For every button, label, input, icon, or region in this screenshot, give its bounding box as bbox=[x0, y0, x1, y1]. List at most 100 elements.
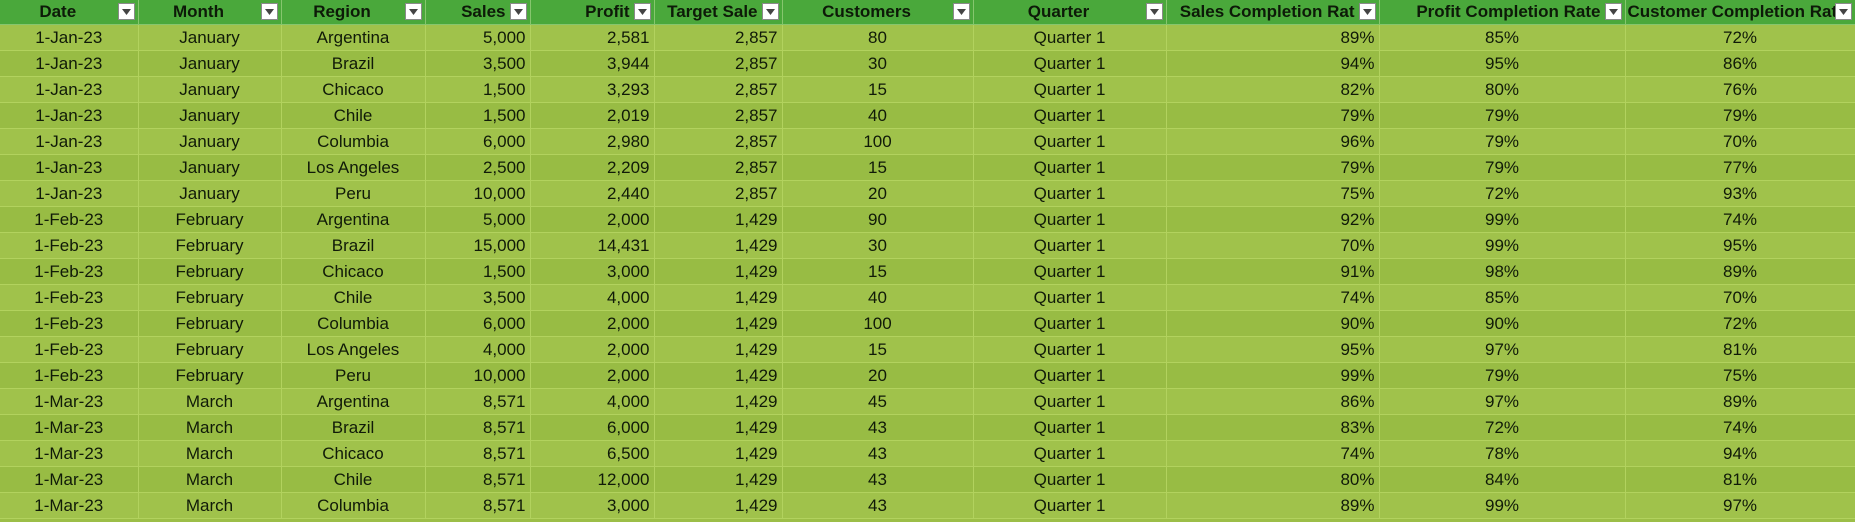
cell-date[interactable]: 1-Feb-23 bbox=[0, 284, 139, 311]
filter-dropdown-button[interactable] bbox=[952, 3, 970, 20]
cell-pcr[interactable]: 79% bbox=[1379, 128, 1626, 155]
cell-month[interactable]: February bbox=[138, 310, 282, 337]
filter-dropdown-button[interactable] bbox=[1834, 3, 1852, 20]
filter-dropdown-button[interactable] bbox=[509, 3, 527, 20]
cell-sales[interactable]: 2,500 bbox=[425, 154, 531, 181]
cell-month[interactable]: January bbox=[138, 24, 282, 51]
cell-region[interactable]: Los Angeles bbox=[281, 336, 426, 363]
cell-target[interactable]: 2,857 bbox=[654, 50, 783, 77]
cell-date[interactable]: 1-Jan-23 bbox=[0, 76, 139, 103]
column-header-target[interactable]: Target Sale bbox=[654, 0, 783, 25]
cell-ccr[interactable]: 74% bbox=[1625, 206, 1855, 233]
cell-ccr[interactable]: 81% bbox=[1625, 336, 1855, 363]
filter-dropdown-button[interactable] bbox=[1604, 3, 1622, 20]
cell-region[interactable]: Argentina bbox=[281, 388, 426, 415]
cell-quarter[interactable]: Quarter 1 bbox=[973, 102, 1167, 129]
cell-ccr[interactable]: 70% bbox=[1625, 284, 1855, 311]
cell-date[interactable]: 1-Mar-23 bbox=[0, 440, 139, 467]
cell-scr[interactable]: 99% bbox=[1166, 362, 1380, 389]
cell-target[interactable]: 1,429 bbox=[654, 466, 783, 493]
cell-date[interactable]: 1-Mar-23 bbox=[0, 388, 139, 415]
cell-date[interactable]: 1-Feb-23 bbox=[0, 206, 139, 233]
cell-month[interactable]: March bbox=[138, 440, 282, 467]
cell-sales[interactable]: 10,000 bbox=[425, 362, 531, 389]
filter-dropdown-button[interactable] bbox=[761, 3, 779, 20]
cell-customers[interactable]: 15 bbox=[782, 336, 974, 363]
cell-month[interactable]: February bbox=[138, 362, 282, 389]
cell-customers[interactable]: 30 bbox=[782, 232, 974, 259]
column-header-scr[interactable]: Sales Completion Rat bbox=[1166, 0, 1380, 25]
cell-customers[interactable]: 43 bbox=[782, 440, 974, 467]
cell-date[interactable]: 1-Jan-23 bbox=[0, 50, 139, 77]
cell-target[interactable]: 1,429 bbox=[654, 310, 783, 337]
cell-region[interactable]: Brazil bbox=[281, 50, 426, 77]
cell-target[interactable]: 2,857 bbox=[654, 180, 783, 207]
cell-ccr[interactable]: 72% bbox=[1625, 310, 1855, 337]
cell-pcr[interactable]: 98% bbox=[1379, 258, 1626, 285]
cell-ccr[interactable]: 89% bbox=[1625, 258, 1855, 285]
cell-target[interactable]: 1,429 bbox=[654, 206, 783, 233]
cell-target[interactable]: 2,857 bbox=[654, 24, 783, 51]
cell-pcr[interactable]: 72% bbox=[1379, 414, 1626, 441]
cell-quarter[interactable]: Quarter 1 bbox=[973, 440, 1167, 467]
cell-pcr[interactable]: 90% bbox=[1379, 310, 1626, 337]
cell-profit[interactable]: 2,980 bbox=[530, 128, 655, 155]
filter-dropdown-button[interactable] bbox=[404, 3, 422, 20]
cell-target[interactable]: 1,429 bbox=[654, 440, 783, 467]
cell-customers[interactable]: 15 bbox=[782, 154, 974, 181]
cell-pcr[interactable]: 78% bbox=[1379, 440, 1626, 467]
cell-target[interactable]: 1,429 bbox=[654, 284, 783, 311]
cell-target[interactable]: 2,857 bbox=[654, 102, 783, 129]
cell-profit[interactable]: 6,500 bbox=[530, 440, 655, 467]
cell-pcr[interactable]: 99% bbox=[1379, 232, 1626, 259]
cell-date[interactable]: 1-Feb-23 bbox=[0, 258, 139, 285]
cell-month[interactable]: January bbox=[138, 50, 282, 77]
cell-pcr[interactable]: 99% bbox=[1379, 206, 1626, 233]
cell-ccr[interactable]: 75% bbox=[1625, 362, 1855, 389]
cell-ccr[interactable]: 72% bbox=[1625, 24, 1855, 51]
cell-customers[interactable]: 100 bbox=[782, 128, 974, 155]
cell-quarter[interactable]: Quarter 1 bbox=[973, 76, 1167, 103]
cell-profit[interactable]: 2,209 bbox=[530, 154, 655, 181]
cell-customers[interactable]: 43 bbox=[782, 492, 974, 519]
cell-pcr[interactable]: 79% bbox=[1379, 102, 1626, 129]
cell-ccr[interactable]: 95% bbox=[1625, 232, 1855, 259]
cell-profit[interactable]: 3,293 bbox=[530, 76, 655, 103]
cell-ccr[interactable]: 89% bbox=[1625, 388, 1855, 415]
cell-sales[interactable]: 6,000 bbox=[425, 310, 531, 337]
cell-region[interactable]: Columbia bbox=[281, 492, 426, 519]
cell-profit[interactable]: 2,000 bbox=[530, 362, 655, 389]
column-header-month[interactable]: Month bbox=[138, 0, 282, 25]
cell-quarter[interactable]: Quarter 1 bbox=[973, 50, 1167, 77]
cell-pcr[interactable]: 85% bbox=[1379, 284, 1626, 311]
cell-date[interactable]: 1-Feb-23 bbox=[0, 232, 139, 259]
cell-scr[interactable]: 75% bbox=[1166, 180, 1380, 207]
cell-month[interactable]: January bbox=[138, 102, 282, 129]
cell-month[interactable]: February bbox=[138, 206, 282, 233]
cell-ccr[interactable]: 97% bbox=[1625, 492, 1855, 519]
cell-pcr[interactable]: 80% bbox=[1379, 76, 1626, 103]
cell-profit[interactable]: 14,431 bbox=[530, 232, 655, 259]
cell-target[interactable]: 1,429 bbox=[654, 336, 783, 363]
cell-profit[interactable]: 2,000 bbox=[530, 336, 655, 363]
cell-profit[interactable]: 12,000 bbox=[530, 466, 655, 493]
cell-scr[interactable]: 79% bbox=[1166, 154, 1380, 181]
cell-scr[interactable]: 80% bbox=[1166, 466, 1380, 493]
cell-scr[interactable]: 82% bbox=[1166, 76, 1380, 103]
cell-pcr[interactable]: 95% bbox=[1379, 50, 1626, 77]
cell-customers[interactable]: 40 bbox=[782, 102, 974, 129]
column-header-pcr[interactable]: Profit Completion Rate bbox=[1379, 0, 1626, 25]
cell-customers[interactable]: 20 bbox=[782, 362, 974, 389]
cell-region[interactable]: Chicaco bbox=[281, 258, 426, 285]
cell-profit[interactable]: 3,000 bbox=[530, 258, 655, 285]
cell-ccr[interactable]: 86% bbox=[1625, 50, 1855, 77]
cell-pcr[interactable]: 97% bbox=[1379, 388, 1626, 415]
filter-dropdown-button[interactable] bbox=[1358, 3, 1376, 20]
cell-month[interactable]: January bbox=[138, 128, 282, 155]
cell-quarter[interactable]: Quarter 1 bbox=[973, 232, 1167, 259]
column-header-quarter[interactable]: Quarter bbox=[973, 0, 1167, 25]
cell-customers[interactable]: 43 bbox=[782, 414, 974, 441]
cell-quarter[interactable]: Quarter 1 bbox=[973, 388, 1167, 415]
cell-quarter[interactable]: Quarter 1 bbox=[973, 362, 1167, 389]
cell-quarter[interactable]: Quarter 1 bbox=[973, 180, 1167, 207]
